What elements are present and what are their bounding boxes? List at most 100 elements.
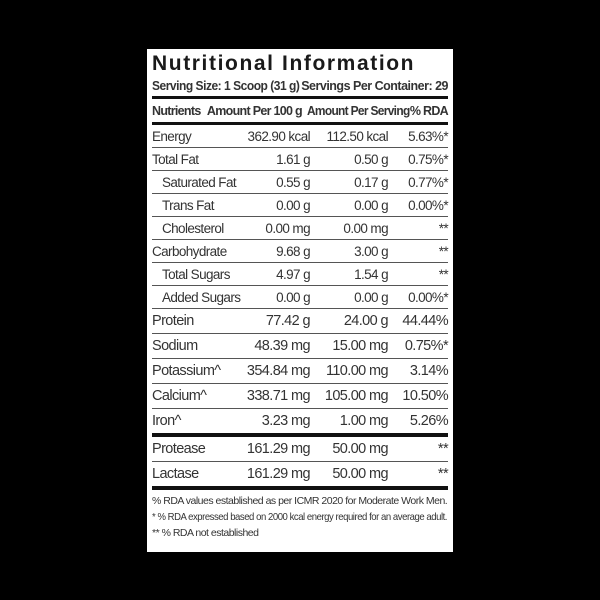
amount-per-100g: 3.23 mg	[242, 413, 311, 429]
rda-percent: **	[388, 266, 449, 282]
rda-percent-text: **	[438, 243, 449, 259]
amount-per-100g-text: 77.42 g	[265, 313, 311, 329]
footnote: * % RDA expressed based on 2000 kcal ene…	[152, 509, 448, 525]
rda-percent: **	[388, 220, 449, 236]
rda-percent-text: 44.44%	[402, 313, 448, 329]
amount-per-serving-text: 1.54 g	[354, 266, 389, 282]
amount-per-serving-text: 50.00 mg	[332, 441, 388, 457]
rda-percent-text: 0.77%*	[408, 174, 449, 190]
rda-percent-text: **	[437, 441, 449, 457]
amount-per-serving: 0.00 mg	[310, 221, 388, 236]
table-row: Total Sugars 4.97 g 1.54 g **	[152, 263, 449, 286]
nutrient-name: Calcium^	[152, 388, 242, 404]
nutrient-name: Protein	[152, 313, 242, 329]
rda-percent-text: 0.75%*	[408, 151, 449, 167]
nutrient-name: Cholesterol	[152, 221, 242, 236]
amount-per-serving-text: 0.50 g	[354, 151, 389, 167]
rda-percent: 10.50%	[388, 388, 448, 404]
amount-per-100g-text: 0.00 mg	[265, 220, 310, 236]
table-header: Nutrients Amount Per 100 g Amount Per Se…	[152, 100, 449, 125]
serving-info: Serving Size: 1 Scoop (31 g) Servings Pe…	[152, 77, 448, 95]
amount-per-100g: 0.55 g	[242, 175, 311, 190]
nutrient-name-text: Calcium^	[152, 388, 207, 404]
amount-per-100g-text: 9.68 g	[276, 243, 311, 259]
amount-per-100g: 1.61 g	[242, 151, 311, 167]
nutrient-name: Added Sugars	[152, 290, 242, 305]
rda-percent: 44.44%	[388, 313, 448, 329]
amount-per-serving: 50.00 mg	[310, 441, 388, 457]
table-row: Trans Fat 0.00 g 0.00 g 0.00%*	[152, 194, 449, 217]
nutrition-label: Nutritional Information Serving Size: 1 …	[147, 49, 453, 552]
rda-percent: 5.26%	[388, 413, 449, 429]
rda-percent-text: 10.50%	[402, 388, 448, 404]
amount-per-100g: 161.29 mg	[242, 441, 311, 457]
nutrient-name-text: Cholesterol	[162, 220, 224, 236]
rda-percent-text: 0.00%*	[408, 197, 449, 213]
amount-per-serving-text: 1.00 mg	[339, 413, 389, 429]
nutrient-name-text: Carbohydrate	[152, 243, 227, 259]
amount-per-100g: 77.42 g	[242, 313, 311, 329]
nutrient-name: Carbohydrate	[152, 244, 242, 259]
amount-per-100g-text: 161.29 mg	[246, 441, 311, 457]
nutrient-name-text: Saturated Fat	[162, 174, 237, 190]
amount-per-serving: 0.50 g	[310, 151, 389, 167]
nutrient-name-text: Sodium	[152, 338, 198, 354]
rda-percent: 0.75%*	[388, 338, 449, 354]
rda-percent: **	[388, 441, 449, 457]
rda-percent: 0.75%*	[388, 151, 449, 167]
nutrient-name: Saturated Fat	[152, 175, 242, 190]
label-title: Nutritional Information	[152, 51, 448, 77]
nutrient-name: Total Fat	[152, 152, 242, 167]
rda-percent: **	[388, 466, 449, 482]
header-rda: % RDA	[406, 104, 449, 118]
amount-per-100g-text: 161.29 mg	[246, 466, 311, 482]
amount-per-100g-text: 362.90 kcal	[247, 128, 311, 144]
serving-size: Serving Size: 1 Scoop (31 g)	[152, 77, 300, 95]
amount-per-serving-text: 110.00 mg	[325, 363, 389, 379]
rda-percent: 5.63%*	[388, 129, 449, 144]
amount-per-serving: 1.54 g	[310, 266, 389, 282]
amount-per-100g: 9.68 g	[242, 243, 311, 259]
footnote-text: ** % RDA not established	[152, 527, 259, 539]
nutrient-name-text: Protease	[152, 441, 206, 457]
rda-percent-text: 5.26%	[409, 413, 449, 429]
nutrient-name-text: Protein	[152, 313, 194, 329]
table-row: Sodium 48.39 mg 15.00 mg 0.75%*	[152, 334, 449, 359]
amount-per-100g-text: 0.00 g	[276, 289, 311, 305]
header-rda-text: % RDA	[409, 104, 449, 118]
header-nutrients: Nutrients	[152, 104, 204, 118]
enzyme-rows: Protease 161.29 mg 50.00 mg ** Lactase 161.29…	[152, 437, 449, 490]
amount-per-serving-text: 0.00 mg	[343, 220, 388, 236]
nutrient-name-text: Energy	[152, 128, 192, 144]
table-row: Carbohydrate 9.68 g 3.00 g **	[152, 240, 449, 263]
amount-per-serving-text: 3.00 g	[354, 243, 389, 259]
nutrient-name: Total Sugars	[152, 267, 242, 282]
nutrient-rows: Energy 362.90 kcal 112.50 kcal 5.63%* Total …	[152, 125, 449, 437]
amount-per-100g: 362.90 kcal	[242, 128, 311, 144]
table-row: Energy 362.90 kcal 112.50 kcal 5.63%*	[152, 125, 449, 148]
nutrient-name: Potassium^	[152, 363, 242, 379]
nutrient-name-text: Trans Fat	[162, 197, 214, 213]
footnotes: % RDA values established as per ICMR 202…	[152, 493, 448, 541]
amount-per-serving-text: 0.00 g	[354, 289, 389, 305]
amount-per-serving: 112.50 kcal	[310, 129, 389, 144]
nutrient-name: Sodium	[152, 338, 242, 354]
amount-per-serving: 24.00 g	[310, 313, 389, 329]
amount-per-serving-text: 0.17 g	[354, 174, 389, 190]
rda-percent: 0.00%*	[388, 197, 449, 213]
amount-per-serving: 0.00 g	[310, 289, 389, 305]
amount-per-100g-text: 1.61 g	[276, 151, 311, 167]
nutrient-name-text: Total Sugars	[162, 266, 230, 282]
table-row: Total Fat 1.61 g 0.50 g 0.75%*	[152, 148, 449, 171]
amount-per-100g: 338.71 mg	[242, 388, 311, 404]
footnote-text: * % RDA expressed based on 2000 kcal ene…	[152, 511, 448, 523]
servings-per-container: Servings Per Container: 29	[300, 77, 448, 95]
table-row: Potassium^ 354.84 mg 110.00 mg 3.14%	[152, 359, 449, 384]
header-per-serving: Amount Per Serving	[302, 104, 410, 118]
rda-percent-text: **	[438, 266, 449, 282]
amount-per-100g-text: 3.23 mg	[261, 413, 311, 429]
rda-percent-text: **	[438, 220, 449, 236]
amount-per-serving-text: 50.00 mg	[332, 466, 388, 482]
amount-per-serving: 110.00 mg	[310, 363, 389, 379]
amount-per-100g: 4.97 g	[242, 267, 311, 282]
